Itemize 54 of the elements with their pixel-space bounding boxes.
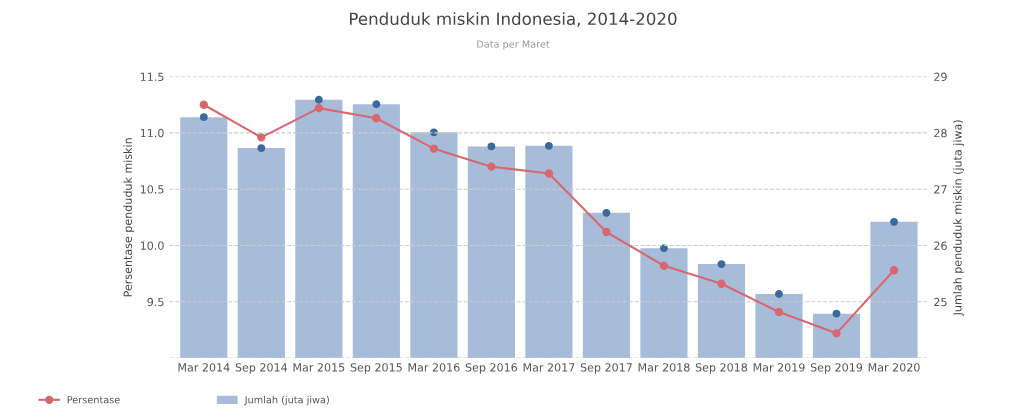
x-tick-label: Mar 2015 <box>293 363 345 372</box>
point <box>429 144 439 153</box>
point <box>659 244 668 253</box>
y-tick-label: 11.5 <box>140 72 164 81</box>
x-tick-label: Mar 2019 <box>753 363 805 372</box>
point <box>544 141 553 150</box>
point <box>832 329 841 338</box>
point <box>889 266 899 275</box>
y-tick-label: 11.0 <box>140 128 164 138</box>
x-tick-label: Mar 2014 <box>178 363 230 372</box>
point <box>774 307 784 317</box>
y-tick-label: 10.5 <box>140 185 164 194</box>
legend-label: Jumlah (juta jiwa) <box>244 395 329 406</box>
point <box>257 144 266 153</box>
x-tick-label: Sep 2016 <box>465 363 518 374</box>
legend-label: Persentase <box>67 396 120 404</box>
chart-title: Penduduk miskin Indonesia, 2014-2020 <box>350 12 677 27</box>
x-tick-label: Sep 2018 <box>695 363 748 374</box>
y2-tick-label: 26 <box>934 241 947 250</box>
point <box>544 169 554 178</box>
point <box>487 162 496 171</box>
point <box>487 142 496 151</box>
x-tick-label: Mar 2017 <box>523 363 575 372</box>
x-tick-label: Sep 2017 <box>580 363 632 374</box>
point <box>659 261 669 270</box>
y-tick-label: 10.0 <box>140 241 164 250</box>
point <box>602 208 611 217</box>
y2-axis-title: Jumlah penduduk miskin (juta jiwa) <box>953 120 964 316</box>
y2-tick-label: 27 <box>934 185 947 194</box>
point <box>257 133 266 142</box>
point <box>775 289 783 298</box>
chart-subtitle: Data per Maret <box>477 40 550 50</box>
point <box>314 95 323 104</box>
point <box>602 227 611 237</box>
x-tick-label: Sep 2015 <box>350 363 402 374</box>
point <box>890 217 898 226</box>
x-tick-label: Sep 2014 <box>235 363 288 374</box>
point <box>314 103 324 113</box>
point <box>199 113 208 122</box>
point <box>372 100 381 109</box>
x-tick-label: Mar 2018 <box>638 363 690 372</box>
y-tick-label: 9.5 <box>147 297 164 307</box>
point <box>199 100 208 109</box>
y2-tick-label: 25 <box>934 297 947 307</box>
point <box>717 279 726 288</box>
point <box>717 260 726 269</box>
x-tick-label: Mar 2020 <box>868 363 920 372</box>
x-tick-label: Mar 2016 <box>408 363 460 372</box>
y-axis-title: Persentase penduduk miskin <box>123 138 135 297</box>
y2-tick-label: 29 <box>934 72 947 81</box>
point <box>372 114 381 123</box>
point <box>832 309 841 318</box>
x-tick-label: Sep 2019 <box>810 363 863 374</box>
y2-tick-label: 28 <box>934 128 947 138</box>
